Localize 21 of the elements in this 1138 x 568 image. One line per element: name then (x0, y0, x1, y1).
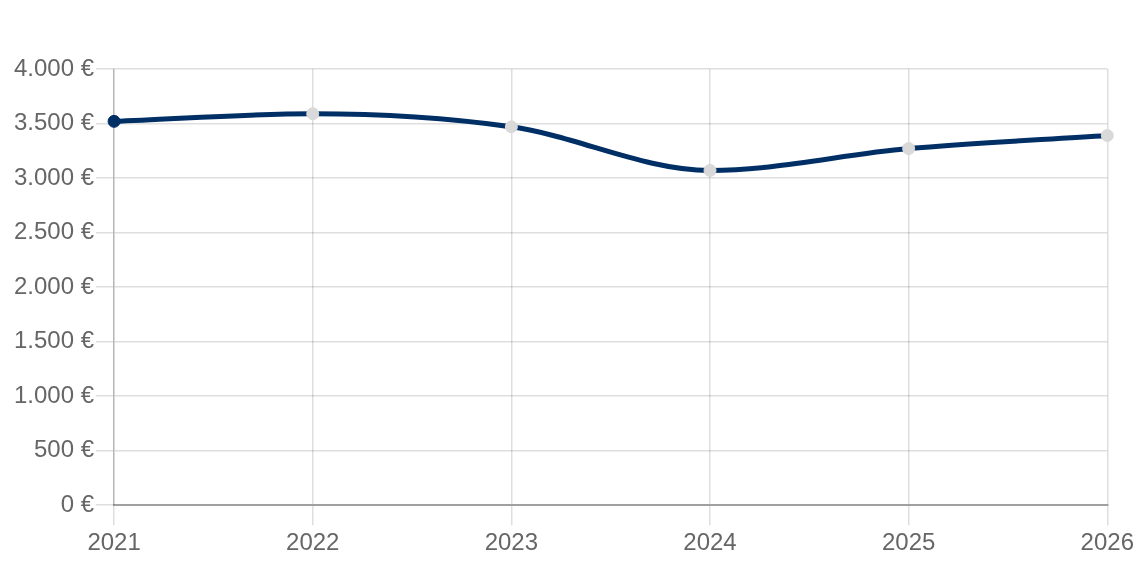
y-tick-label: 500 € (34, 435, 95, 463)
y-tick-label: 2.000 € (14, 271, 95, 299)
y-tick-label: 3.000 € (14, 162, 95, 190)
x-tick-label: 2025 (881, 528, 936, 556)
y-tick-label: 1.500 € (14, 326, 95, 354)
y-tick-label: 3.500 € (14, 108, 95, 136)
x-tick-label: 2024 (683, 528, 737, 556)
y-tick-label: 4.000 € (14, 53, 95, 81)
y-tick-label: 1.000 € (14, 380, 95, 408)
y-tick-label: 0 € (60, 489, 95, 517)
x-tick-label: 2023 (484, 528, 539, 556)
point (703, 163, 717, 177)
x-tick-label: 2021 (87, 528, 141, 556)
point (1100, 129, 1114, 143)
x-tick-label: 2026 (1080, 528, 1134, 556)
point (902, 142, 916, 156)
y-tick-label: 2.500 € (14, 217, 95, 245)
x-tick-label: 2022 (286, 528, 340, 556)
point (306, 107, 320, 121)
point (107, 114, 121, 128)
point (504, 120, 518, 134)
